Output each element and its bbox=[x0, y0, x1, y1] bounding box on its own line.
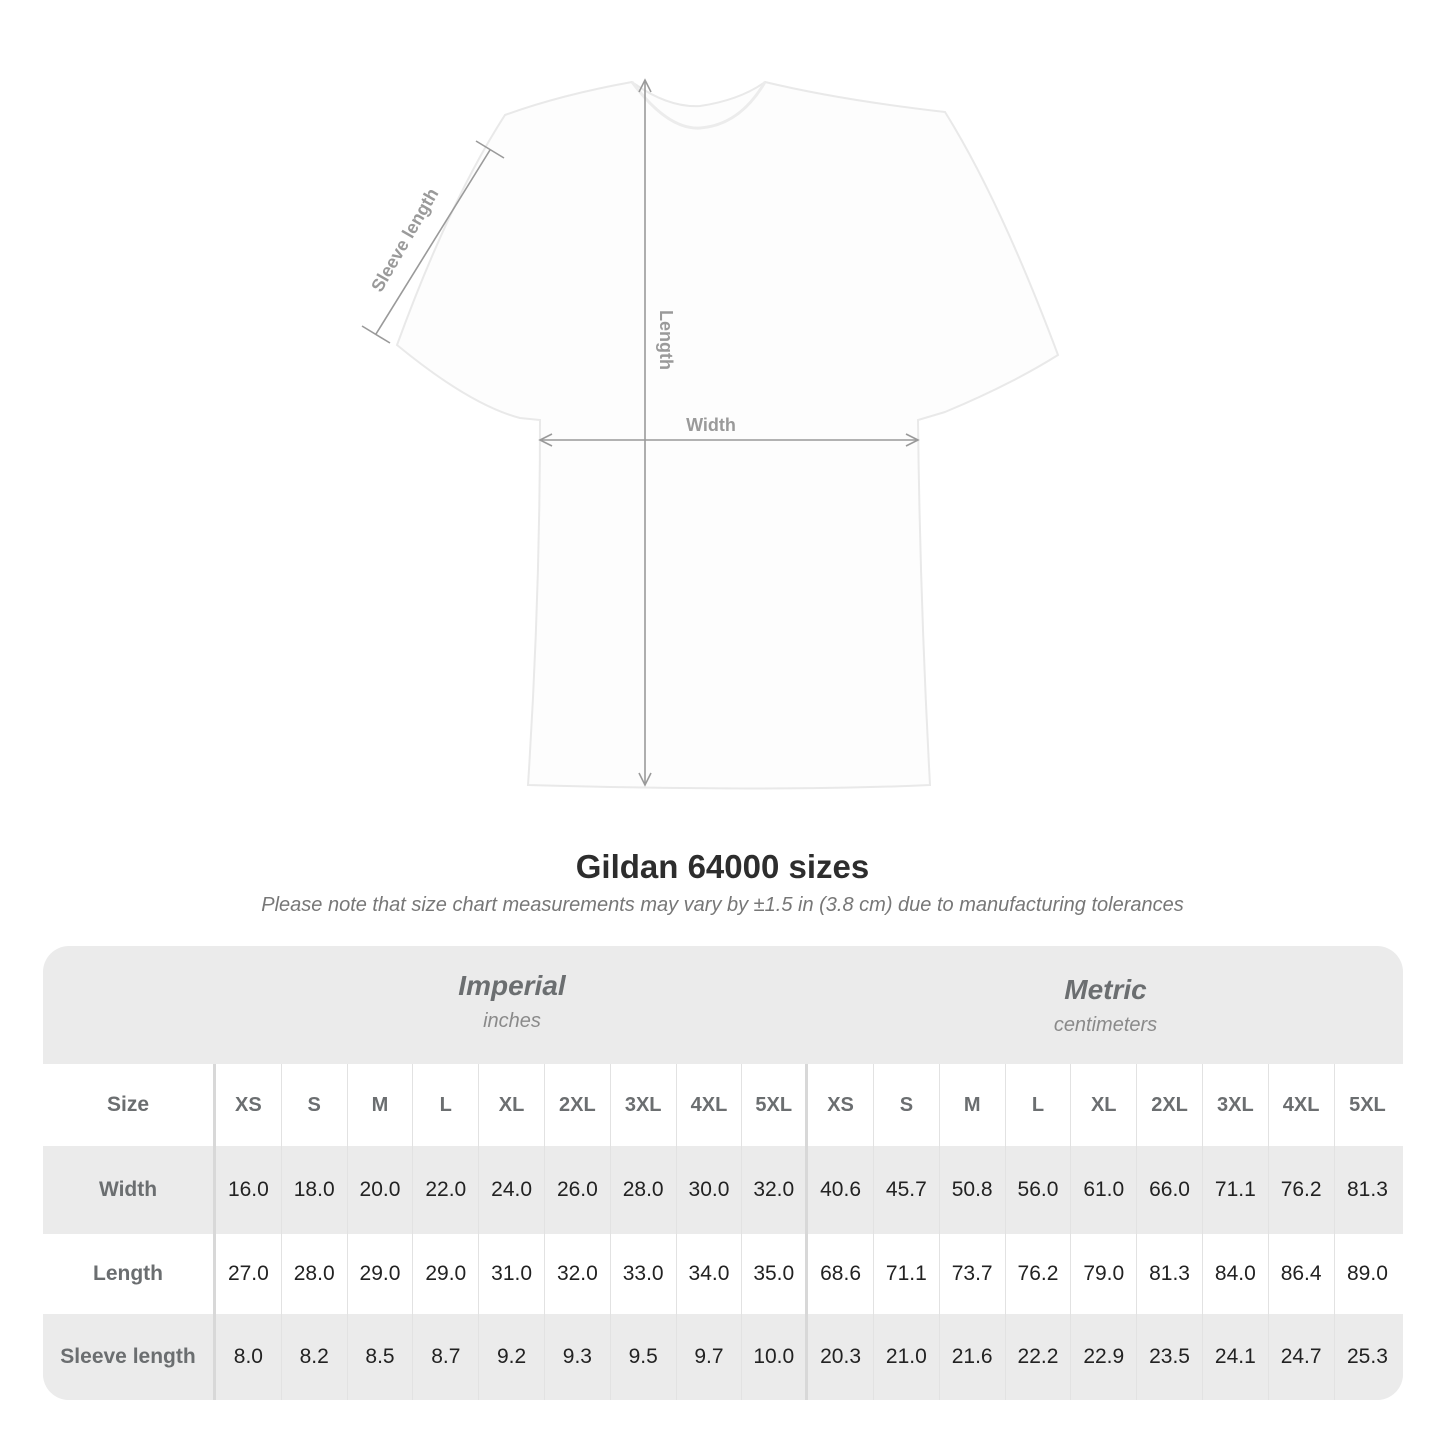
measurement-cell: 56.0 bbox=[1006, 1146, 1072, 1234]
measurement-cell: 76.2 bbox=[1269, 1146, 1335, 1234]
size-header-cell: XS bbox=[808, 1064, 874, 1146]
measurement-cell: 18.0 bbox=[282, 1146, 348, 1234]
measurement-cell: 29.0 bbox=[413, 1234, 480, 1314]
size-header-cell: S bbox=[282, 1064, 348, 1146]
measurement-cell: 86.4 bbox=[1269, 1234, 1335, 1314]
imperial-header: Imperial inches bbox=[216, 946, 808, 1064]
measurement-cell: 79.0 bbox=[1071, 1234, 1138, 1314]
measurement-cell: 81.3 bbox=[1347, 1178, 1388, 1201]
table-row: Width 16.0 18.0 20.0 22.0 24.0 26.0 28.0 30.0 32.… bbox=[43, 1146, 1403, 1234]
table-row: Length 27.0 28.0 29.0 29.0 31.0 32.0 33.0 34.0 35… bbox=[43, 1234, 1403, 1314]
measurement-cell: 27.0 bbox=[216, 1234, 282, 1314]
measurement-cell: 30.0 bbox=[677, 1146, 743, 1234]
measurement-cell: 24.1 bbox=[1203, 1314, 1269, 1400]
table-row: Sleeve length 8.0 8.2 8.5 8.7 9.2 9.3 9.5 9.7 10.… bbox=[43, 1314, 1403, 1400]
row-label: Length bbox=[43, 1234, 216, 1314]
measurement-cell: 89.0 bbox=[1347, 1262, 1388, 1285]
size-header-row: Size XS S M L XL 2XL 3XL 4XL 5XL XS S M L XL 2XL 3XL 4XL 5… bbox=[43, 1064, 1403, 1146]
size-header-cell: XL bbox=[1071, 1064, 1138, 1146]
measurement-cell: 35.0 bbox=[742, 1234, 809, 1314]
measurement-cell: 9.2 bbox=[479, 1314, 545, 1400]
row-label: Sleeve length bbox=[43, 1314, 216, 1400]
measurement-cell: 23.5 bbox=[1137, 1314, 1203, 1400]
measurement-cell: 76.2 bbox=[1006, 1234, 1072, 1314]
width-label: Width bbox=[686, 415, 736, 435]
measurement-cell: 24.0 bbox=[479, 1146, 545, 1234]
size-header-cell: 4XL bbox=[1269, 1064, 1335, 1146]
sleeve-measure-line bbox=[375, 149, 491, 335]
measurement-cell: 66.0 bbox=[1137, 1146, 1203, 1234]
measurement-cell: 28.0 bbox=[611, 1146, 677, 1234]
size-header-cell: L bbox=[413, 1064, 480, 1146]
measurement-cell: 81.3 bbox=[1137, 1234, 1203, 1314]
measurement-cell: 50.8 bbox=[940, 1146, 1006, 1234]
metric-unit: centimeters bbox=[1053, 1014, 1158, 1036]
measurement-cell: 71.1 bbox=[1203, 1146, 1269, 1234]
measurement-cell: 40.6 bbox=[808, 1146, 874, 1234]
size-header-cell: XL bbox=[479, 1064, 545, 1146]
size-header-cell: 2XL bbox=[1137, 1064, 1203, 1146]
tolerance-note: Please note that size chart measurements… bbox=[261, 894, 1184, 916]
measurement-cell: 10.0 bbox=[742, 1314, 809, 1400]
measurement-cell: 22.9 bbox=[1071, 1314, 1138, 1400]
size-header-cell: L bbox=[1006, 1064, 1072, 1146]
measurement-cell: 16.0 bbox=[216, 1146, 282, 1234]
size-header-cell: 5XL bbox=[742, 1064, 809, 1146]
metric-label: Metric bbox=[1064, 974, 1147, 1005]
measurement-cell: 8.0 bbox=[216, 1314, 282, 1400]
size-header-cell: 3XL bbox=[611, 1064, 677, 1146]
measurement-cell: 21.0 bbox=[874, 1314, 940, 1400]
size-header-cell: S bbox=[874, 1064, 940, 1146]
size-header-cell: M bbox=[348, 1064, 414, 1146]
imperial-label: Imperial bbox=[458, 970, 566, 1001]
measurement-cell: 31.0 bbox=[479, 1234, 545, 1314]
size-header-cell: XS bbox=[216, 1064, 282, 1146]
length-label: Length bbox=[656, 310, 676, 370]
page-title: Gildan 64000 sizes bbox=[575, 848, 870, 885]
measurement-cell: 9.3 bbox=[545, 1314, 611, 1400]
measurement-cell: 32.0 bbox=[545, 1234, 611, 1314]
measurement-cell: 20.3 bbox=[808, 1314, 874, 1400]
measurement-cell: 61.0 bbox=[1071, 1146, 1138, 1234]
measurement-cell: 9.7 bbox=[677, 1314, 743, 1400]
metric-header: Metric centimeters bbox=[808, 946, 1403, 1064]
measurement-cell: 68.6 bbox=[808, 1234, 874, 1314]
size-header-cell: 4XL bbox=[677, 1064, 743, 1146]
size-table: Imperial inches Metric centimeters Size X… bbox=[43, 946, 1403, 1400]
measurement-cell: 29.0 bbox=[348, 1234, 414, 1314]
tshirt-diagram: Sleeve length Length Width bbox=[361, 78, 1060, 790]
measurement-cell: 8.2 bbox=[282, 1314, 348, 1400]
measurement-cell: 8.7 bbox=[413, 1314, 480, 1400]
measurement-cell: 8.5 bbox=[348, 1314, 414, 1400]
measurement-cell: 33.0 bbox=[611, 1234, 677, 1314]
measurement-cell: 45.7 bbox=[874, 1146, 940, 1234]
measurement-cell: 71.1 bbox=[874, 1234, 940, 1314]
measurement-cell: 32.0 bbox=[742, 1146, 809, 1234]
measurement-cell: 26.0 bbox=[545, 1146, 611, 1234]
measurement-cell: 73.7 bbox=[940, 1234, 1006, 1314]
measurement-cell: 9.5 bbox=[611, 1314, 677, 1400]
measurement-cell: 28.0 bbox=[282, 1234, 348, 1314]
measurement-cell: 24.7 bbox=[1269, 1314, 1335, 1400]
measurement-cell: 84.0 bbox=[1203, 1234, 1269, 1314]
size-header-cell: 2XL bbox=[545, 1064, 611, 1146]
measurement-cell: 34.0 bbox=[677, 1234, 743, 1314]
row-label: Size bbox=[43, 1064, 216, 1146]
measurement-cell: 21.6 bbox=[940, 1314, 1006, 1400]
size-header-cell: M bbox=[940, 1064, 1006, 1146]
tshirt-image bbox=[395, 80, 1060, 790]
measurement-cell: 20.0 bbox=[348, 1146, 414, 1234]
imperial-unit: inches bbox=[483, 1010, 541, 1032]
measurement-cell: 22.2 bbox=[1006, 1314, 1072, 1400]
measurement-cell: 25.3 bbox=[1347, 1345, 1388, 1368]
measurement-cell: 22.0 bbox=[413, 1146, 480, 1234]
size-header-cell: 5XL bbox=[1349, 1093, 1386, 1116]
row-label: Width bbox=[43, 1146, 216, 1234]
size-header-cell: 3XL bbox=[1203, 1064, 1269, 1146]
